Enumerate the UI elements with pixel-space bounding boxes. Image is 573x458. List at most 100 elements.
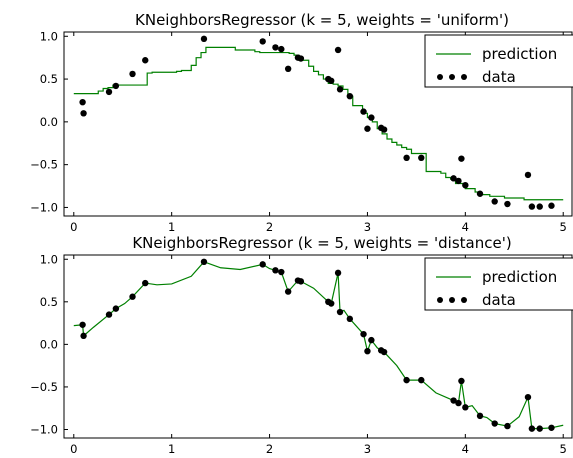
data-point (368, 114, 375, 121)
data-point (79, 321, 86, 328)
data-point (491, 198, 498, 205)
data-point (272, 267, 279, 274)
data-point (548, 202, 555, 209)
data-point (284, 288, 292, 295)
data-point (336, 308, 344, 316)
y-tick-label: 0.0 (40, 337, 58, 351)
data-point (129, 70, 136, 78)
data-point (346, 315, 354, 323)
data-point (297, 278, 305, 285)
x-tick-label: 5 (560, 220, 567, 234)
data-point (403, 376, 410, 384)
data-point (272, 44, 279, 51)
data-point (80, 110, 87, 117)
y-tick-label: −0.5 (30, 380, 58, 394)
chart-distance: KNeighborsRegressor (k = 5, weights = 'd… (30, 234, 573, 456)
data-point (380, 126, 388, 133)
data-point (528, 203, 536, 210)
data-point (476, 412, 484, 420)
x-tick-label: 4 (462, 442, 469, 456)
data-point (284, 65, 292, 73)
data-point (278, 45, 285, 53)
data-point (112, 305, 120, 312)
data-point (418, 154, 425, 162)
data-point (364, 347, 371, 355)
legend-prediction-label: prediction (482, 268, 557, 286)
data-point (200, 258, 208, 266)
data-point (462, 404, 469, 411)
x-tick-label: 1 (168, 442, 175, 456)
data-point (450, 175, 457, 182)
x-tick-label: 2 (266, 220, 273, 234)
data-point (368, 336, 375, 344)
data-point (524, 171, 532, 179)
legend-data-marker (461, 74, 467, 80)
data-point (297, 55, 305, 62)
data-point (259, 38, 266, 45)
data-point (79, 98, 86, 106)
data-point (380, 348, 388, 356)
x-tick-label: 3 (364, 442, 371, 456)
data-point (200, 35, 208, 43)
plot-area: 0 1 2 3 4 5 1.0 0.5 0.0 −0.5 −1.0 (30, 29, 573, 234)
data-point (142, 279, 149, 287)
y-tick-label: 1.0 (40, 252, 58, 266)
y-tick-label: 0.5 (40, 295, 58, 309)
data-point (105, 311, 113, 318)
x-tick-label: 3 (364, 220, 371, 234)
data-point (455, 177, 462, 185)
data-point (536, 425, 543, 432)
legend-data-marker (461, 297, 467, 303)
data-point (548, 424, 555, 431)
prediction-line (73, 46, 564, 201)
plot-area: 0 1 2 3 4 5 1.0 0.5 0.0 −0.5 −1.0 (30, 252, 573, 456)
x-tick-label: 0 (70, 442, 77, 456)
x-tick-label: 0 (70, 220, 77, 234)
data-point (491, 420, 498, 427)
chart-title: KNeighborsRegressor (k = 5, weights = 'd… (132, 234, 511, 252)
legend-data-marker (449, 297, 455, 303)
data-point (476, 190, 484, 197)
legend-data-marker (437, 74, 443, 80)
chart-uniform: KNeighborsRegressor (k = 5, weights = 'u… (30, 11, 573, 234)
data-point (346, 92, 354, 100)
data-point (524, 393, 532, 401)
data-point (129, 293, 136, 300)
y-tick-label: 0.0 (40, 115, 58, 129)
x-tick-label: 4 (462, 220, 469, 234)
data-point (259, 261, 266, 268)
legend: prediction data (424, 257, 573, 311)
data-point (80, 332, 87, 340)
legend-data-marker (437, 297, 443, 303)
data-point (360, 330, 367, 338)
chart-title: KNeighborsRegressor (k = 5, weights = 'u… (135, 11, 509, 29)
data-point (364, 125, 371, 132)
data-point (328, 300, 335, 307)
axes-frame (63, 31, 573, 217)
data-point (455, 399, 462, 407)
legend-data-marker (449, 74, 455, 80)
legend-data-label: data (482, 68, 516, 86)
data-point (462, 181, 469, 189)
legend-data-label: data (482, 291, 516, 309)
data-point (504, 422, 511, 430)
axes-frame (63, 254, 573, 439)
data-point (336, 86, 344, 93)
data-point (360, 108, 367, 115)
x-tick-label: 5 (560, 442, 567, 456)
data-point (504, 200, 511, 208)
x-tick-label: 1 (168, 220, 175, 234)
data-point (334, 269, 342, 277)
data-point (142, 57, 149, 64)
y-tick-label: −1.0 (30, 200, 58, 214)
data-point (458, 155, 465, 162)
data-point (536, 203, 543, 210)
data-point (105, 88, 113, 96)
y-tick-label: −1.0 (30, 422, 58, 436)
data-point (334, 46, 342, 54)
data-point (278, 268, 285, 276)
data-point (458, 377, 465, 385)
y-tick-label: 0.5 (40, 72, 58, 86)
legend: prediction data (424, 34, 573, 88)
